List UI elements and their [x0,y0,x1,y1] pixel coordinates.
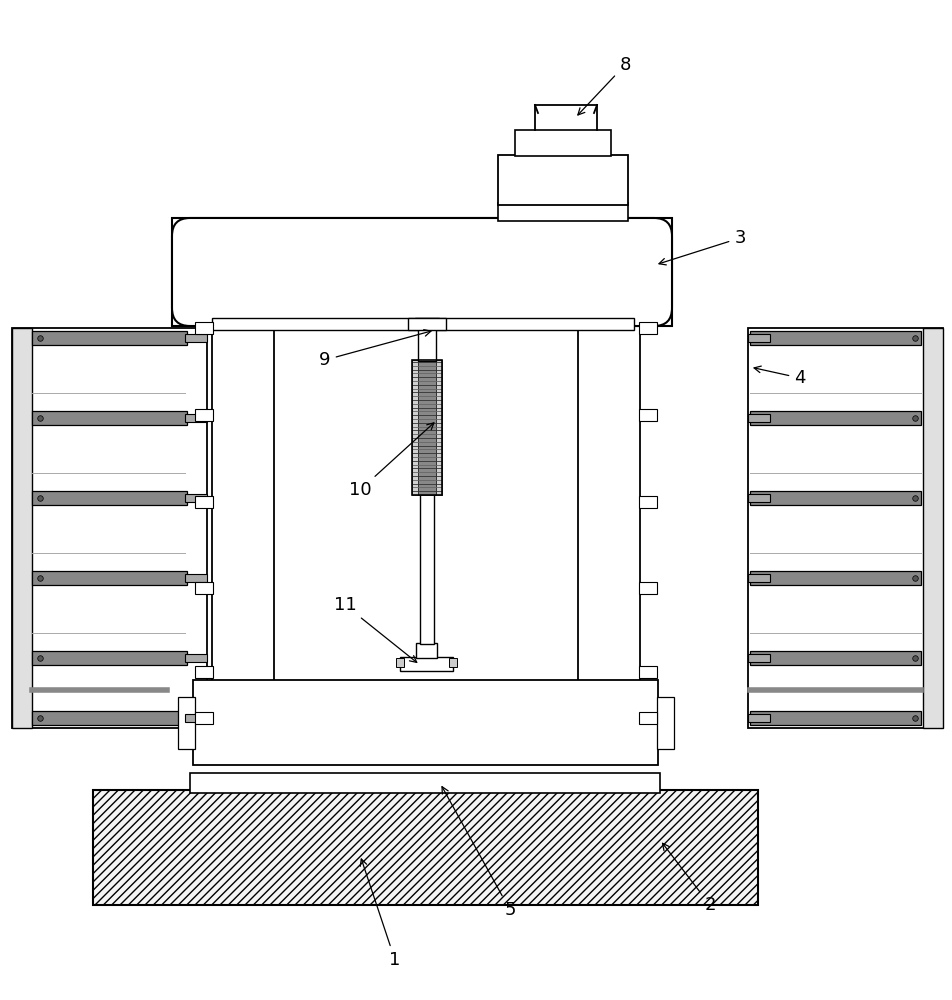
Bar [747,328,942,728]
Bar [656,697,673,749]
Bar [578,318,640,693]
Bar [639,582,656,594]
Bar [185,334,207,342]
Bar [498,155,627,205]
Bar [747,574,769,582]
Bar [639,409,656,421]
Bar [211,318,274,693]
Bar [185,574,207,582]
Bar [749,651,920,665]
Bar [185,494,207,502]
Bar [400,657,452,671]
Bar [93,790,757,905]
Bar [195,322,213,334]
Text: 3: 3 [658,229,745,265]
Bar [639,712,656,724]
Bar [32,711,187,725]
Bar [195,582,213,594]
Bar [747,494,769,502]
Bar [639,666,656,678]
Bar [195,712,213,724]
FancyBboxPatch shape [171,218,671,326]
Bar [749,711,920,725]
Bar [185,714,207,722]
Text: 8: 8 [577,56,630,115]
Bar [32,331,187,345]
Bar [420,492,433,644]
Bar [211,318,633,330]
Bar [32,491,187,505]
Bar [185,654,207,662]
Bar [747,654,769,662]
Text: 2: 2 [662,843,715,914]
Bar [12,328,207,728]
Bar [407,318,446,330]
Bar [414,318,439,328]
Bar [195,409,213,421]
Bar [12,328,32,728]
Bar [747,334,769,342]
Text: 9: 9 [319,330,430,369]
Bar [749,411,920,425]
Bar [171,218,671,326]
Bar [416,643,437,658]
Bar [411,360,442,495]
Bar [747,714,769,722]
Bar [32,411,187,425]
Bar [418,325,436,361]
Bar [514,130,610,156]
Bar [747,414,769,422]
Text: 1: 1 [360,859,400,969]
Bar [922,328,942,728]
Bar [639,322,656,334]
Bar [639,496,656,508]
Bar [396,658,404,667]
Bar [178,697,195,749]
Bar [185,414,207,422]
Text: 10: 10 [348,423,433,499]
Text: 5: 5 [442,787,515,919]
Bar [749,571,920,585]
Bar [193,680,657,765]
Bar [749,491,920,505]
Bar [418,360,436,495]
Bar [32,571,187,585]
Bar [189,773,660,793]
Text: 11: 11 [333,596,416,662]
Bar [448,658,457,667]
Text: 4: 4 [753,366,804,387]
Bar [411,360,442,495]
Bar [749,331,920,345]
Bar [195,666,213,678]
Bar [195,496,213,508]
Bar [32,651,187,665]
Bar [498,203,627,221]
